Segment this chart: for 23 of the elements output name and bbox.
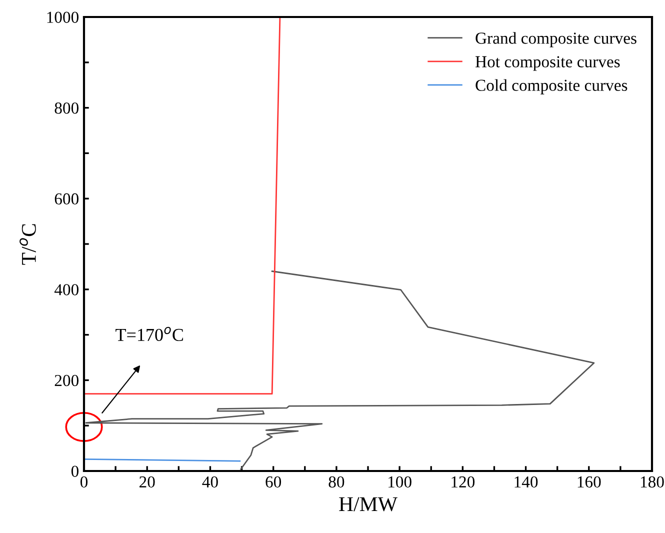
y-tick-label: 600 — [54, 193, 79, 205]
x-tick-label: 140 — [514, 476, 538, 488]
x-tick-label: 180 — [640, 476, 664, 488]
y-axis-title: T/$^{o}$C — [20, 224, 36, 265]
y-tick-label: 400 — [54, 284, 79, 296]
x-tick-label: 60 — [266, 476, 282, 488]
legend-label: Hot composite curves — [475, 56, 620, 71]
legend-label: Cold composite curves — [476, 79, 628, 94]
x-tick-label: 160 — [578, 476, 601, 488]
x-tick-label: 20 — [140, 476, 155, 488]
x-tick-label: 120 — [452, 476, 475, 488]
line-series — [85, 270, 595, 470]
legend-label: Grand composite curves — [476, 32, 636, 48]
x-axis-title: H/MW — [339, 497, 398, 512]
y-tick-label: 0 — [71, 466, 79, 477]
x-tick-label: 0 — [80, 476, 88, 488]
x-tick-label: 100 — [388, 476, 412, 488]
annotation: T=170$^{o}$C — [116, 326, 183, 342]
y-tick-label: 800 — [54, 102, 79, 114]
y-tick-label: 200 — [54, 374, 79, 386]
x-tick-label: 40 — [202, 476, 218, 488]
y-tick-label: 1000 — [47, 12, 79, 23]
x-tick-label: 80 — [328, 476, 344, 488]
